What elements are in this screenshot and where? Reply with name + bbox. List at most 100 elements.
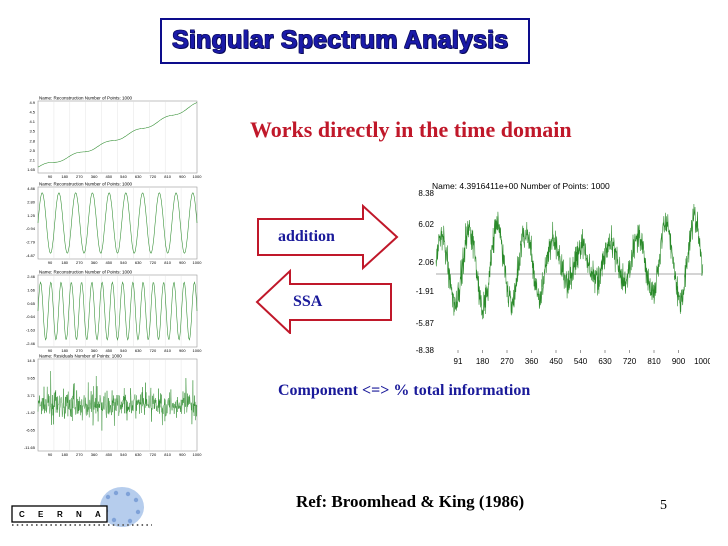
small-plot-trace [37,281,198,341]
y-tick-label: 2.1 [29,157,35,162]
main-y-tick-label: -5.87 [416,319,435,328]
y-tick-label: 3.71 [27,393,36,398]
reference-text: Ref: Broomhead & King (1986) [296,492,525,511]
x-tick-label: 1000 [193,260,203,265]
ssa-arrow [255,268,392,334]
small-plot-trace [37,192,198,254]
y-tick-label: 2.8 [29,138,35,143]
y-tick-label: 4.9 [29,100,35,105]
x-tick-label: 540 [120,452,127,457]
main-y-tick-label: -1.91 [416,287,435,296]
main-plot-header: Name: 4.3916411e+00 Number of Points: 10… [432,181,610,191]
x-tick-label: 450 [105,348,112,353]
small-plot-trace [37,371,198,431]
small-plot-header: Name: Reconstruction Number of Points: 1… [39,182,133,187]
x-tick-label: 90 [48,348,53,353]
y-tick-label: -2.79 [26,240,36,245]
y-tick-label: 2.5 [29,148,35,153]
main-x-tick-label: 900 [672,357,686,366]
y-tick-label: -4.87 [26,253,36,258]
y-tick-label: 0.65 [27,301,36,306]
x-tick-label: 1000 [193,174,203,179]
main-plot-y-ticks: 8.38 6.02 2.06 -1.91 -5.87 -8.38 [416,189,435,355]
x-tick-label: 630 [135,452,142,457]
main-x-tick-label: 540 [574,357,588,366]
x-tick-label: 810 [164,348,171,353]
small-plot-trend: Name: Reconstruction Number of Points: 1… [27,96,202,180]
logo-letter: R [57,510,63,519]
main-x-tick-label: 1000 [694,357,710,366]
main-x-tick-label: 91 [454,357,463,366]
y-tick-label: 1.25 [27,213,36,218]
y-tick-label: 4.5 [29,110,35,115]
x-tick-label: 360 [91,452,98,457]
component-information-text: Component <=> % total information [278,382,531,399]
main-x-tick-label: 270 [500,357,514,366]
x-tick-label: 270 [76,348,83,353]
slide-subtitle: Works directly in the time domain [250,117,572,142]
x-tick-label: 900 [179,174,186,179]
x-tick-label: 450 [105,260,112,265]
main-plot-x-ticks: 91 180 270 360 450 540 630 720 810 900 1000 [454,357,710,366]
small-plot-header: Name: Residuals Number of Points: 1000 [39,354,122,359]
small-plot-reconstruction-1: Name: Reconstruction Number of Points: 1… [26,182,202,266]
x-tick-label: 180 [61,452,68,457]
y-tick-label: 1.66 [27,287,36,292]
x-tick-label: 270 [76,260,83,265]
x-tick-label: 540 [120,260,127,265]
main-x-tick-label: 180 [476,357,490,366]
x-tick-label: 1000 [193,452,203,457]
main-y-tick-label: 8.38 [418,189,434,198]
logo-letter: A [95,510,101,519]
x-tick-label: 630 [135,348,142,353]
y-tick-label: -0.94 [26,226,36,231]
slide-title: Singular Spectrum Analysis [172,26,509,54]
y-tick-label: 2.46 [27,274,36,279]
small-plot-reconstruction-2: Name: Reconstruction Number of Points: 1… [26,270,202,354]
y-tick-label: 9.65 [27,375,36,380]
y-tick-label: 14.5 [27,358,36,363]
main-y-tick-label: -8.38 [416,346,435,355]
x-tick-label: 900 [179,260,186,265]
x-tick-label: 90 [48,260,53,265]
x-tick-label: 810 [164,452,171,457]
small-plot-header: Name: Reconstruction Number of Points: 1… [39,96,133,101]
x-tick-label: 630 [135,260,142,265]
x-tick-label: 720 [150,174,157,179]
x-tick-label: 270 [76,452,83,457]
main-x-tick-label: 450 [549,357,563,366]
page-number: 5 [660,498,667,513]
x-tick-label: 270 [76,174,83,179]
logo-letter: N [76,510,82,519]
main-plot-series [435,203,704,353]
x-tick-label: 360 [91,348,98,353]
y-tick-label: -2.46 [26,341,36,346]
main-x-tick-label: 810 [647,357,661,366]
main-y-tick-label: 6.02 [418,220,434,229]
logo-letter: C [19,510,25,519]
x-tick-label: 180 [61,260,68,265]
title-frame [160,18,530,64]
y-tick-label: -11.65 [24,445,36,450]
x-tick-label: 810 [164,174,171,179]
main-x-tick-label: 630 [598,357,612,366]
x-tick-label: 720 [150,348,157,353]
main-x-tick-label: 720 [623,357,637,366]
main-y-tick-label: 2.06 [418,258,434,267]
x-tick-label: 810 [164,260,171,265]
small-plot-trace [37,102,198,168]
small-plot-header: Name: Reconstruction Number of Points: 1… [39,270,133,275]
y-tick-label: -6.65 [26,428,36,433]
addition-label: addition [278,228,335,245]
x-tick-label: 180 [61,348,68,353]
main-plot-trace [435,203,704,320]
y-tick-label: 2.80 [27,199,36,204]
x-tick-label: 900 [179,452,186,457]
arrows-panel [255,204,399,334]
y-tick-label: -1.42 [26,410,36,415]
x-tick-label: 90 [48,452,53,457]
logo-letter: E [38,510,44,519]
y-tick-label: -1.63 [26,328,36,333]
small-plot-residuals: Name: Residuals Number of Points: 100014… [24,354,202,458]
